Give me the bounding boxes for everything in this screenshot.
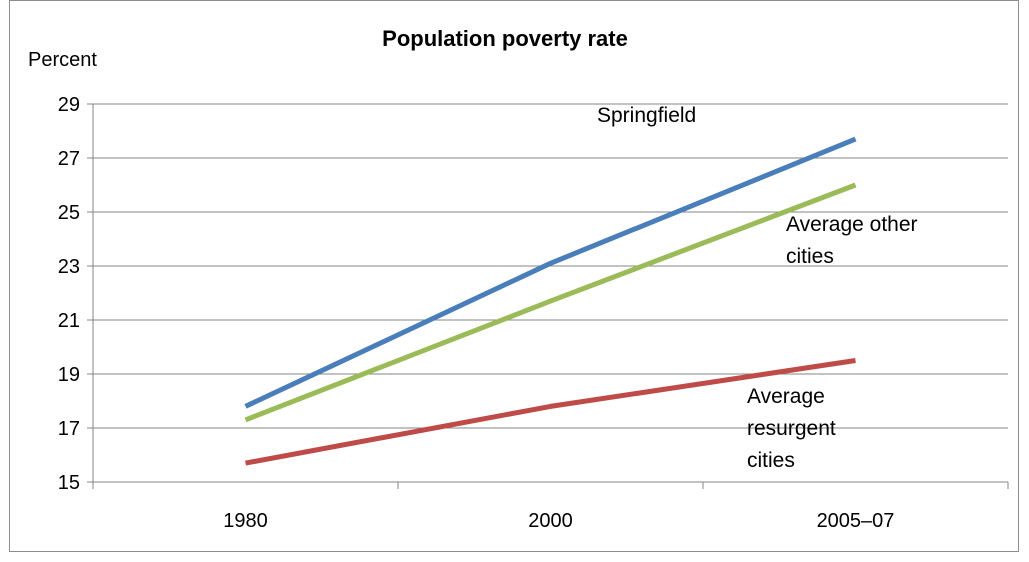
series-lines	[244, 136, 857, 466]
series-line-2	[244, 182, 857, 423]
y-tick-label: 27	[58, 148, 80, 170]
series-annotation: cities	[747, 449, 795, 472]
labels: Population poverty rate Percent 15 17 19 21…	[28, 26, 918, 532]
series-annotation: cities	[786, 245, 834, 268]
chart-frame	[9, 0, 1019, 552]
y-tick-label: 17	[58, 418, 80, 440]
series-annotation: resurgent	[747, 417, 836, 440]
chart-title: Population poverty rate	[382, 26, 628, 51]
series-line-1	[244, 136, 857, 409]
axes	[87, 103, 1009, 489]
series-annotation: Springfield	[597, 104, 696, 127]
x-tick-label: 1980	[223, 510, 268, 532]
x-tick-label: 2000	[528, 510, 573, 532]
y-tick-label: 29	[58, 94, 80, 116]
y-tick-label: 25	[58, 202, 80, 224]
y-tick-label: 21	[58, 310, 80, 332]
y-tick-label: 15	[58, 472, 80, 494]
series-line-3	[245, 358, 856, 466]
series-annotation: Average	[747, 385, 825, 408]
x-tick-label: 2005–07	[817, 510, 895, 532]
series-annotation: Average other	[786, 213, 918, 236]
y-tick-label: 23	[58, 256, 80, 278]
y-tick-label: 19	[58, 364, 80, 386]
gridlines	[93, 103, 1008, 483]
y-axis-label: Percent	[28, 49, 97, 71]
